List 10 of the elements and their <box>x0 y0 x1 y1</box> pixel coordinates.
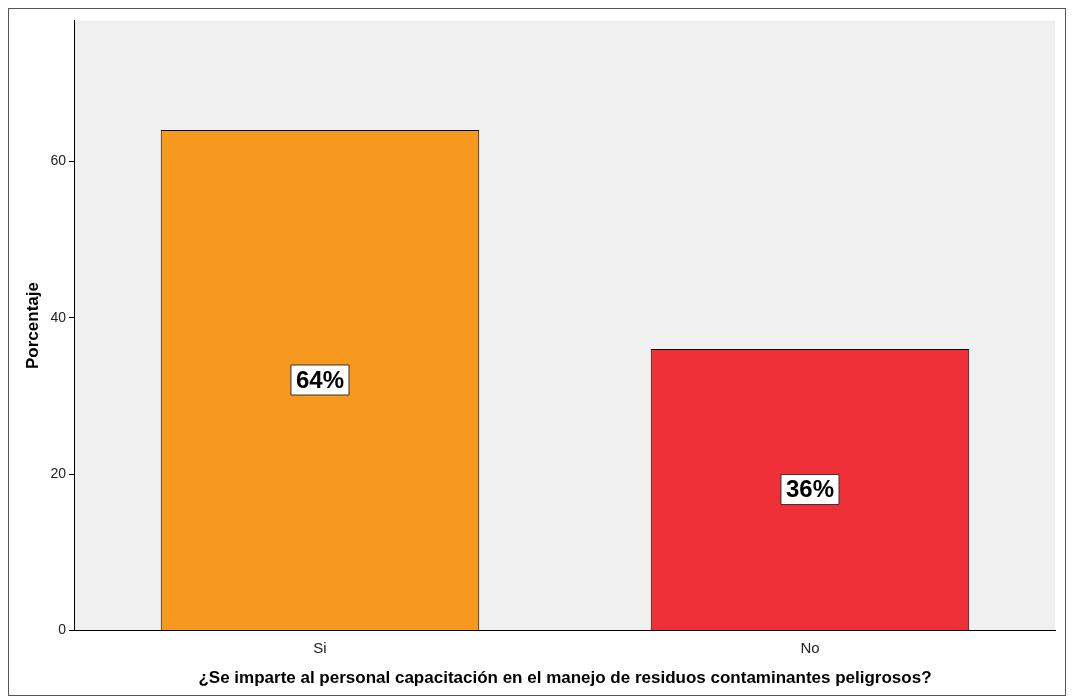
x-tick-label: Si <box>313 638 327 656</box>
y-tick-label: 60 <box>50 152 67 169</box>
x-axis-title: ¿Se imparte al personal capacitación en el manejo de residuos contaminantes peligrosos? <box>198 668 932 688</box>
y-tick-label: 0 <box>58 621 67 638</box>
y-tick-label: 40 <box>50 308 67 325</box>
y-axis-title: Porcentaje <box>22 282 42 369</box>
data-label: 64% <box>295 365 344 393</box>
x-tick-label: No <box>800 638 820 656</box>
data-label: 36% <box>785 475 835 503</box>
y-tick-label: 20 <box>50 465 67 481</box>
